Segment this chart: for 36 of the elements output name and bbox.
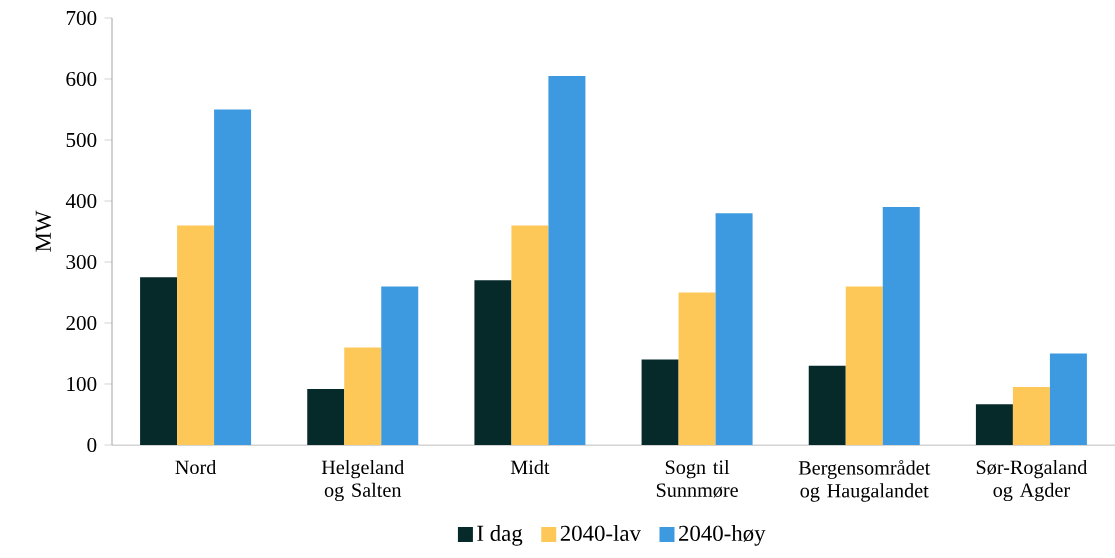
bar bbox=[1012, 387, 1050, 445]
y-tick-label: 300 bbox=[66, 254, 97, 270]
bar bbox=[678, 292, 716, 445]
bar bbox=[808, 365, 846, 445]
x-tick-label: Nord bbox=[175, 459, 217, 475]
bar bbox=[381, 286, 419, 445]
y-tick-label: 400 bbox=[65, 193, 97, 209]
y-tick-label: 700 bbox=[66, 10, 97, 26]
bar bbox=[715, 213, 753, 445]
bar bbox=[1049, 353, 1087, 445]
x-tick-label: Sør-Rogaland og Agder bbox=[976, 459, 1088, 502]
x-tick-label: Sogn til Sunnmøre bbox=[656, 459, 738, 498]
x-tick-label: Helgeland og Salten bbox=[321, 459, 405, 502]
legend-label: 2040-lav bbox=[560, 524, 641, 542]
bar bbox=[845, 286, 883, 445]
legend-label: I dag bbox=[477, 524, 523, 546]
bar bbox=[307, 388, 345, 445]
legend-label: 2040-høy bbox=[678, 524, 766, 546]
y-tick-label: 500 bbox=[66, 132, 97, 148]
bar bbox=[140, 277, 178, 445]
y-tick-label: 200 bbox=[66, 315, 97, 331]
y-tick-label: 600 bbox=[66, 71, 97, 87]
bar bbox=[177, 225, 215, 445]
y-axis-title: MW bbox=[35, 210, 52, 252]
bar bbox=[548, 75, 586, 445]
bar bbox=[511, 225, 549, 445]
bar bbox=[882, 207, 920, 445]
y-tick-label: 100 bbox=[67, 376, 97, 392]
bar bbox=[641, 359, 679, 445]
bar bbox=[344, 347, 382, 445]
y-tick-label: 0 bbox=[87, 437, 97, 453]
x-tick-label: Bergensområdet og Haugalandet bbox=[798, 459, 931, 502]
bar bbox=[474, 280, 512, 445]
bar bbox=[975, 404, 1013, 445]
bar bbox=[214, 109, 252, 445]
x-tick-label: Midt bbox=[510, 459, 550, 475]
